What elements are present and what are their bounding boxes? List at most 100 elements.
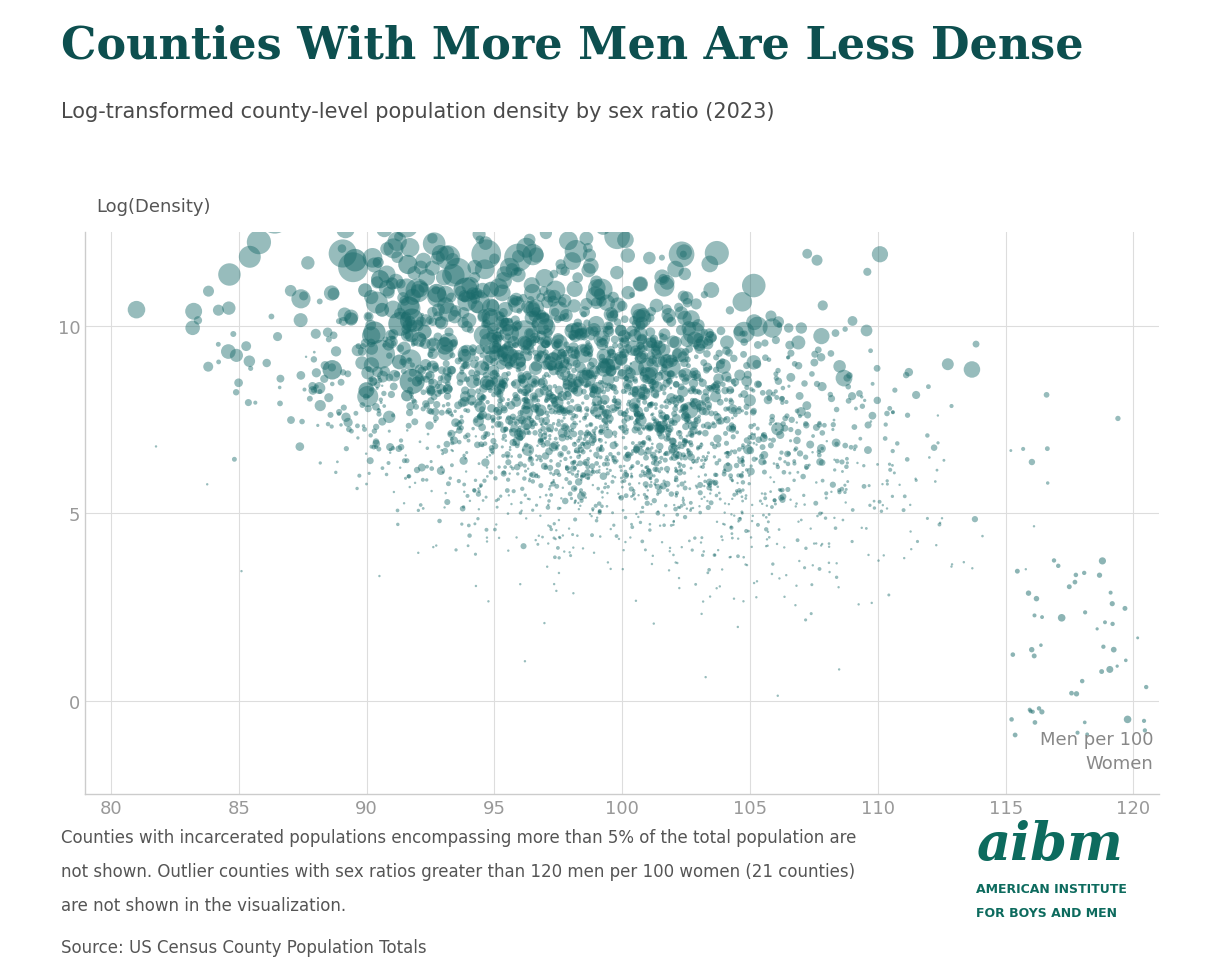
Point xyxy=(625,400,644,416)
Point xyxy=(184,304,204,320)
Point xyxy=(638,496,658,512)
Point xyxy=(766,333,786,349)
Point xyxy=(666,390,686,405)
Point xyxy=(637,402,656,418)
Point xyxy=(615,312,634,328)
Point xyxy=(666,473,686,488)
Point xyxy=(608,266,627,281)
Point xyxy=(464,287,483,302)
Point xyxy=(517,299,537,315)
Point xyxy=(405,394,425,410)
Point xyxy=(700,589,720,605)
Point xyxy=(523,415,543,430)
Point xyxy=(334,400,354,416)
Point xyxy=(494,273,514,289)
Point xyxy=(737,374,756,390)
Point xyxy=(553,389,572,404)
Point xyxy=(420,358,439,373)
Point xyxy=(355,336,375,352)
Point xyxy=(512,482,532,497)
Point xyxy=(232,564,251,579)
Point xyxy=(539,390,559,405)
Point xyxy=(532,434,551,450)
Point xyxy=(584,433,604,449)
Point xyxy=(662,444,682,459)
Point xyxy=(592,331,611,347)
Point xyxy=(531,349,550,364)
Point xyxy=(508,358,527,373)
Point xyxy=(510,449,529,464)
Point xyxy=(630,436,649,452)
Point xyxy=(705,439,725,454)
Point xyxy=(490,342,510,358)
Point xyxy=(368,256,388,271)
Point xyxy=(651,429,671,445)
Point xyxy=(483,446,503,461)
Point xyxy=(731,453,750,469)
Point xyxy=(518,461,538,477)
Point xyxy=(295,383,315,398)
Point xyxy=(651,399,671,415)
Point xyxy=(593,490,612,506)
Point xyxy=(611,324,631,339)
Point xyxy=(622,470,642,485)
Point xyxy=(860,498,880,514)
Point xyxy=(749,377,769,392)
Point xyxy=(626,422,645,438)
Point xyxy=(382,388,401,403)
Point xyxy=(675,475,694,490)
Point xyxy=(670,441,689,456)
Point xyxy=(833,513,853,528)
Point xyxy=(498,372,517,388)
Point xyxy=(481,350,500,365)
Point xyxy=(787,404,806,420)
Point xyxy=(611,353,631,368)
Point xyxy=(614,424,633,440)
Point xyxy=(728,404,748,420)
Point xyxy=(556,309,576,325)
Point xyxy=(569,385,588,400)
Point xyxy=(744,356,764,371)
Point xyxy=(722,531,742,547)
Point xyxy=(292,292,311,307)
Point xyxy=(693,547,712,563)
Point xyxy=(648,506,667,521)
Point xyxy=(576,490,595,506)
Point xyxy=(468,409,488,424)
Point xyxy=(525,374,544,390)
Point xyxy=(625,328,644,344)
Point xyxy=(456,452,476,467)
Point xyxy=(494,340,514,356)
Point xyxy=(676,368,695,384)
Point xyxy=(580,426,599,442)
Point xyxy=(732,469,752,484)
Point xyxy=(672,247,692,263)
Point xyxy=(561,548,581,564)
Point xyxy=(666,370,686,386)
Point xyxy=(551,448,571,463)
Point xyxy=(686,577,705,592)
Point xyxy=(675,432,694,448)
Point xyxy=(428,379,448,394)
Point xyxy=(484,252,504,267)
Point xyxy=(464,422,483,437)
Text: aibm: aibm xyxy=(976,819,1122,870)
Point xyxy=(479,309,499,325)
Point xyxy=(734,326,754,341)
Point xyxy=(315,372,334,388)
Point xyxy=(497,422,516,437)
Point xyxy=(497,422,516,438)
Point xyxy=(865,501,884,516)
Point xyxy=(379,370,399,386)
Point xyxy=(501,416,521,431)
Point xyxy=(523,474,543,489)
Point xyxy=(771,490,791,506)
Point xyxy=(564,380,583,395)
Point xyxy=(516,240,536,256)
Point xyxy=(227,385,246,400)
Point xyxy=(523,377,543,392)
Point xyxy=(900,524,920,540)
Point xyxy=(594,413,614,428)
Point xyxy=(577,408,597,423)
Point xyxy=(493,375,512,391)
